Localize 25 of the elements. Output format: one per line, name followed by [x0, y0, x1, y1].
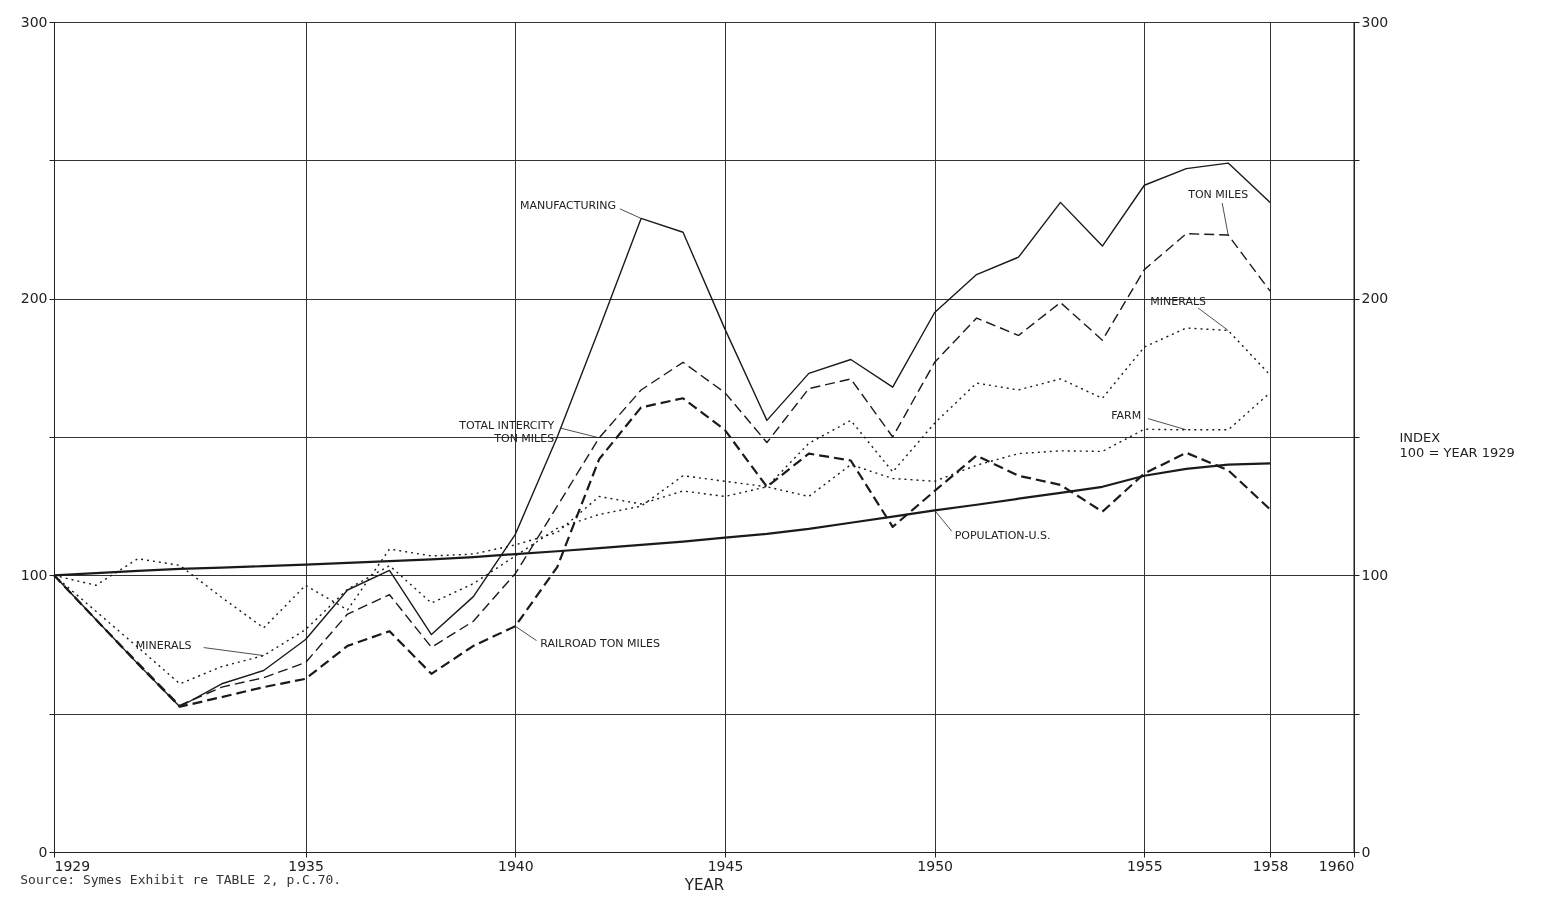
x-tick-label: 1958 [1252, 857, 1289, 874]
y2-tick-label: 0 [1361, 843, 1371, 860]
annotation: POPULATION-U.S. [954, 529, 1051, 543]
y-tick-label: 300 [20, 13, 48, 30]
y2-tick-label: 300 [1361, 13, 1389, 30]
y-tick-label: 200 [20, 290, 48, 307]
annotation: TON MILES [1187, 188, 1249, 202]
x-tick-label: 1929 [54, 857, 91, 874]
annotation: MINERALS [135, 638, 192, 652]
annotation: FARM [1111, 408, 1142, 422]
annotation: RAILROAD TON MILES [540, 637, 660, 651]
x-tick-label: 1960 [1318, 857, 1355, 874]
x-tick-label: 1950 [917, 857, 953, 874]
x-axis-title: YEAR [683, 875, 725, 894]
x-tick-label: 1945 [707, 857, 744, 874]
x-tick-label: 1940 [497, 857, 534, 874]
source-note: Source: Symes Exhibit re TABLE 2, p.C.70. [20, 872, 342, 887]
y2-tick-label: 200 [1361, 290, 1389, 307]
x-tick-label: 1935 [288, 857, 324, 874]
y-tick-label: 0 [38, 843, 48, 860]
y-tick-label: 100 [20, 566, 48, 583]
y2-tick-label: 100 [1361, 566, 1389, 583]
annotation: MANUFACTURING [520, 199, 617, 213]
y2-axis-title: INDEX 100 = YEAR 1929 [1399, 429, 1515, 460]
x-tick-label: 1955 [1127, 857, 1163, 874]
